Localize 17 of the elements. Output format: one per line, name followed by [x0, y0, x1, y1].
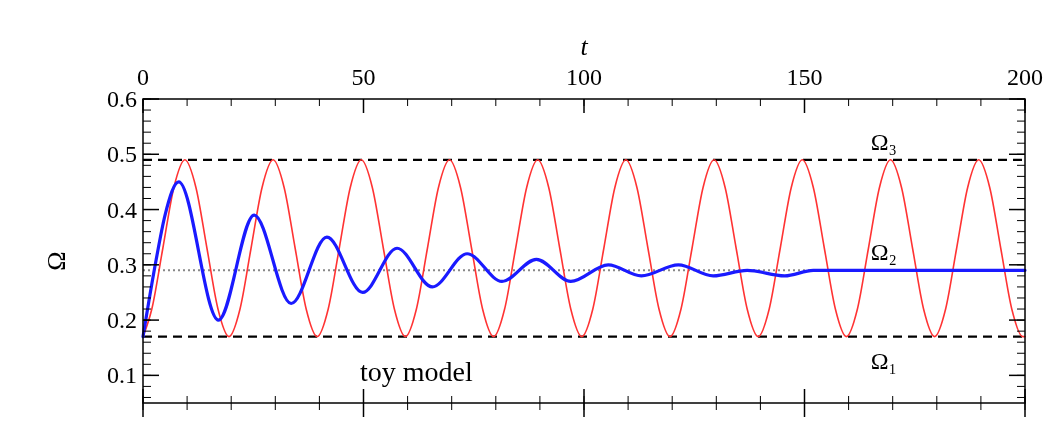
- y-tick-label: 0.2: [107, 307, 137, 334]
- x-tick-label: 50: [351, 64, 376, 90]
- y-tick-label: 0.3: [107, 251, 137, 278]
- x-tick-label: 200: [1007, 64, 1043, 90]
- annotation: toy model: [360, 356, 474, 387]
- y-tick-label: 0.5: [107, 141, 137, 168]
- x-tick-label: 100: [566, 64, 602, 90]
- ref-line-label: Ω₁: [870, 347, 897, 374]
- ref-line-label: Ω₂: [870, 239, 897, 266]
- y-tick-label: 0.1: [107, 362, 137, 389]
- y-axis-title: Ω: [42, 251, 71, 271]
- ref-line-label: Ω₃: [870, 128, 897, 155]
- y-tick-label: 0.4: [107, 196, 137, 223]
- x-axis-title: t: [580, 32, 589, 61]
- x-tick-label: 0: [137, 64, 149, 90]
- y-tick-label: 0.6: [107, 86, 137, 112]
- x-tick-label: 150: [786, 64, 823, 90]
